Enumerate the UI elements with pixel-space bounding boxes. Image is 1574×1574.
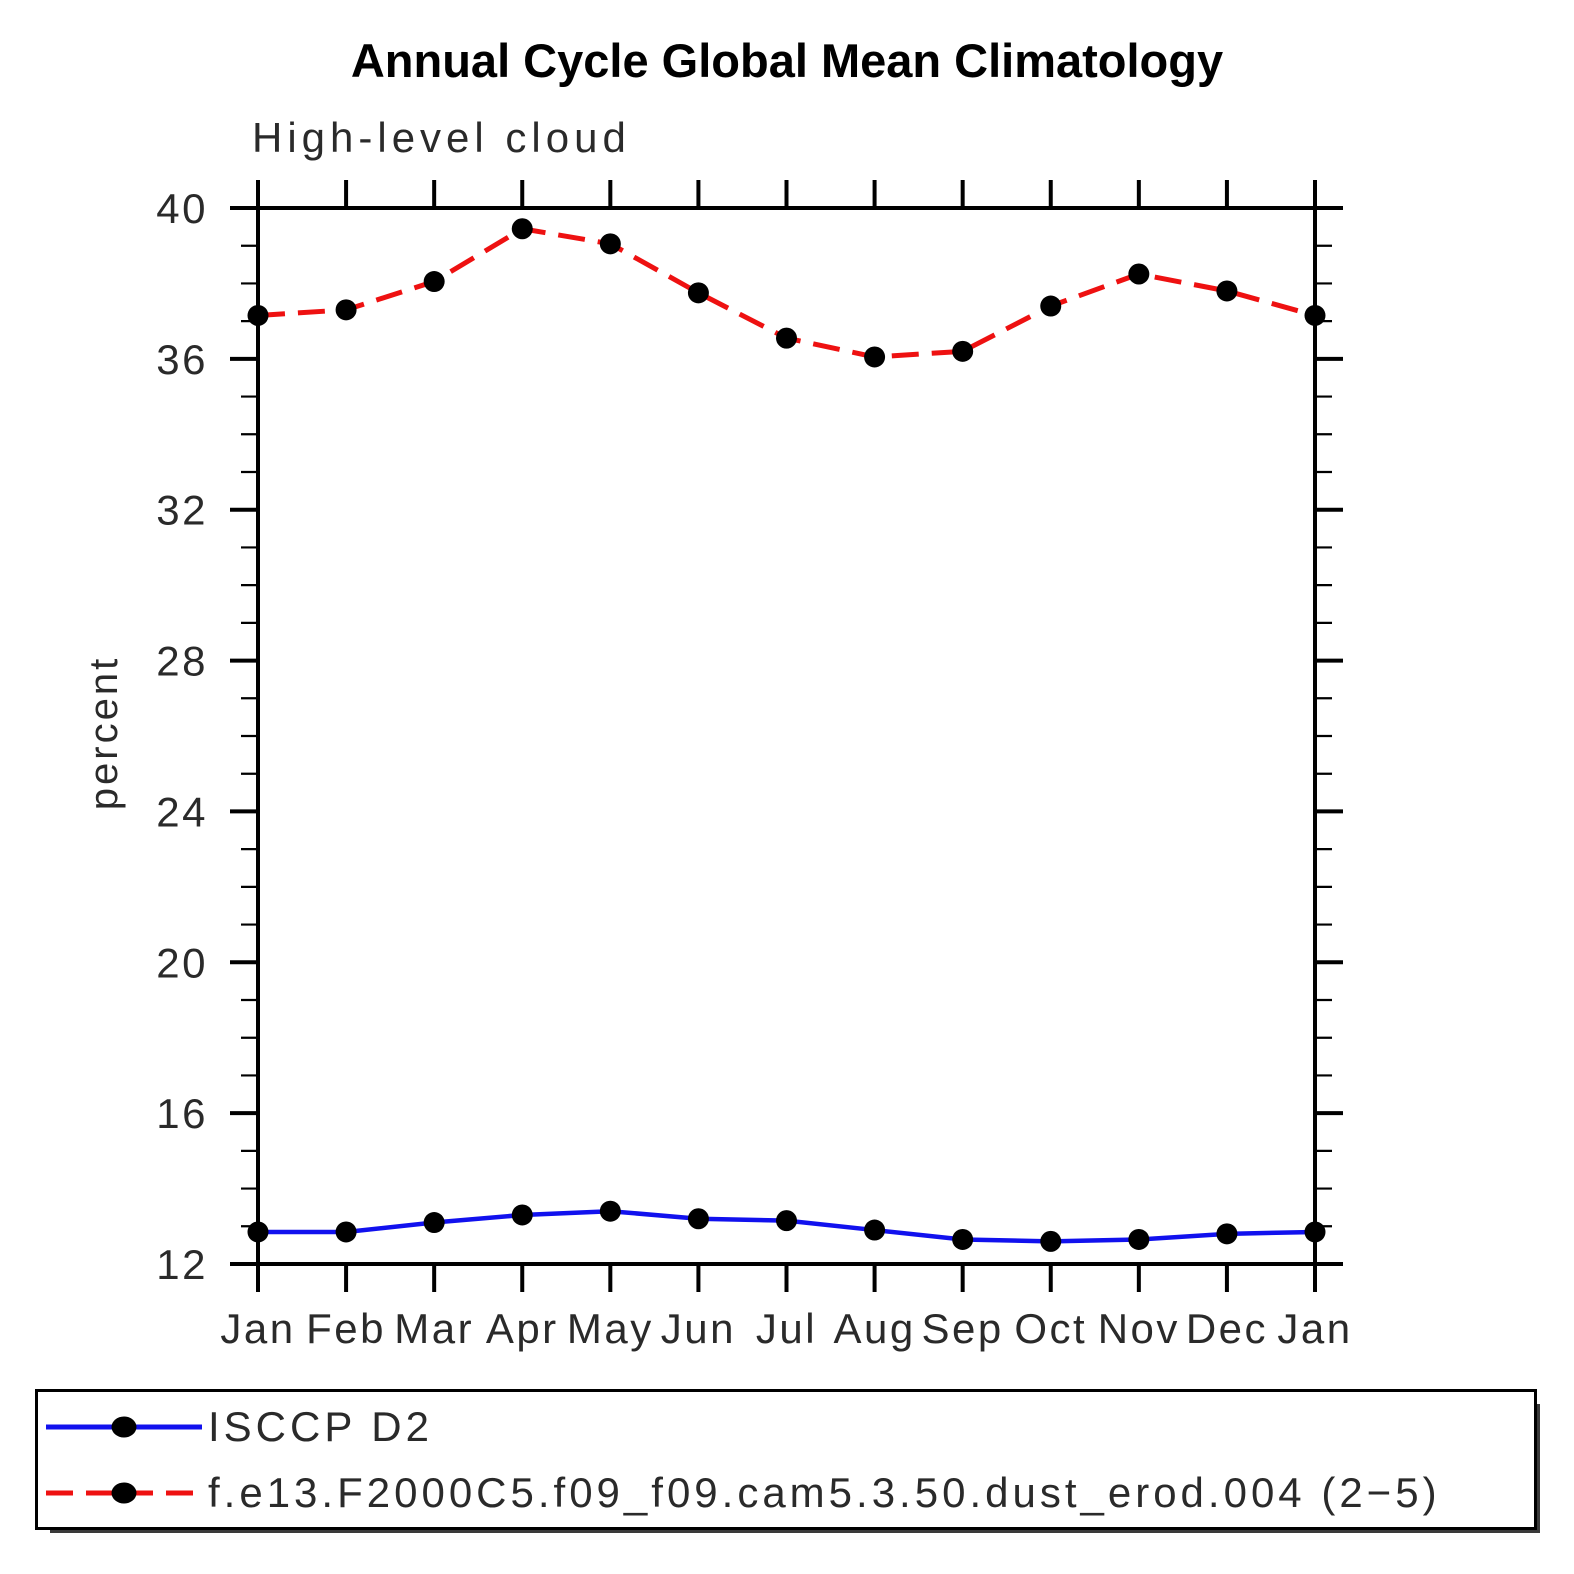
- svg-text:40: 40: [156, 185, 208, 232]
- chart-subtitle: High-level cloud: [252, 114, 631, 161]
- legend-key-line-dashed-icon: [46, 1482, 202, 1503]
- svg-text:Jan: Jan: [220, 1305, 295, 1352]
- svg-text:Jun: Jun: [661, 1305, 736, 1352]
- svg-text:32: 32: [156, 487, 208, 534]
- svg-text:Apr: Apr: [486, 1305, 559, 1352]
- svg-text:24: 24: [156, 788, 208, 835]
- chart-title: Annual Cycle Global Mean Climatology: [350, 34, 1224, 87]
- svg-text:16: 16: [156, 1090, 208, 1137]
- legend-label: f.e13.F2000C5.f09_f09.cam5.3.50.dust_ero…: [208, 1468, 1441, 1516]
- svg-text:Feb: Feb: [306, 1305, 386, 1352]
- svg-text:Jan: Jan: [1277, 1305, 1352, 1352]
- svg-text:Aug: Aug: [833, 1305, 915, 1352]
- svg-text:Mar: Mar: [394, 1305, 474, 1352]
- legend: ISCCP D2 f.e13.F2000C5.f09_f09.cam5.3.50…: [35, 1389, 1537, 1530]
- svg-text:28: 28: [156, 638, 208, 685]
- svg-text:Nov: Nov: [1098, 1305, 1180, 1352]
- legend-item-model-run: f.e13.F2000C5.f09_f09.cam5.3.50.dust_ero…: [38, 1460, 1534, 1526]
- svg-text:20: 20: [156, 939, 208, 986]
- svg-text:12: 12: [156, 1241, 208, 1288]
- svg-text:Oct: Oct: [1014, 1305, 1087, 1352]
- legend-item-isccp-d2: ISCCP D2: [38, 1394, 1534, 1460]
- svg-text:Dec: Dec: [1186, 1305, 1268, 1352]
- svg-text:May: May: [567, 1305, 654, 1352]
- legend-key-line-solid-icon: [46, 1416, 202, 1437]
- svg-text:Jul: Jul: [756, 1305, 817, 1352]
- svg-text:Sep: Sep: [922, 1305, 1004, 1352]
- svg-text:36: 36: [156, 336, 208, 383]
- legend-label: ISCCP D2: [208, 1402, 433, 1450]
